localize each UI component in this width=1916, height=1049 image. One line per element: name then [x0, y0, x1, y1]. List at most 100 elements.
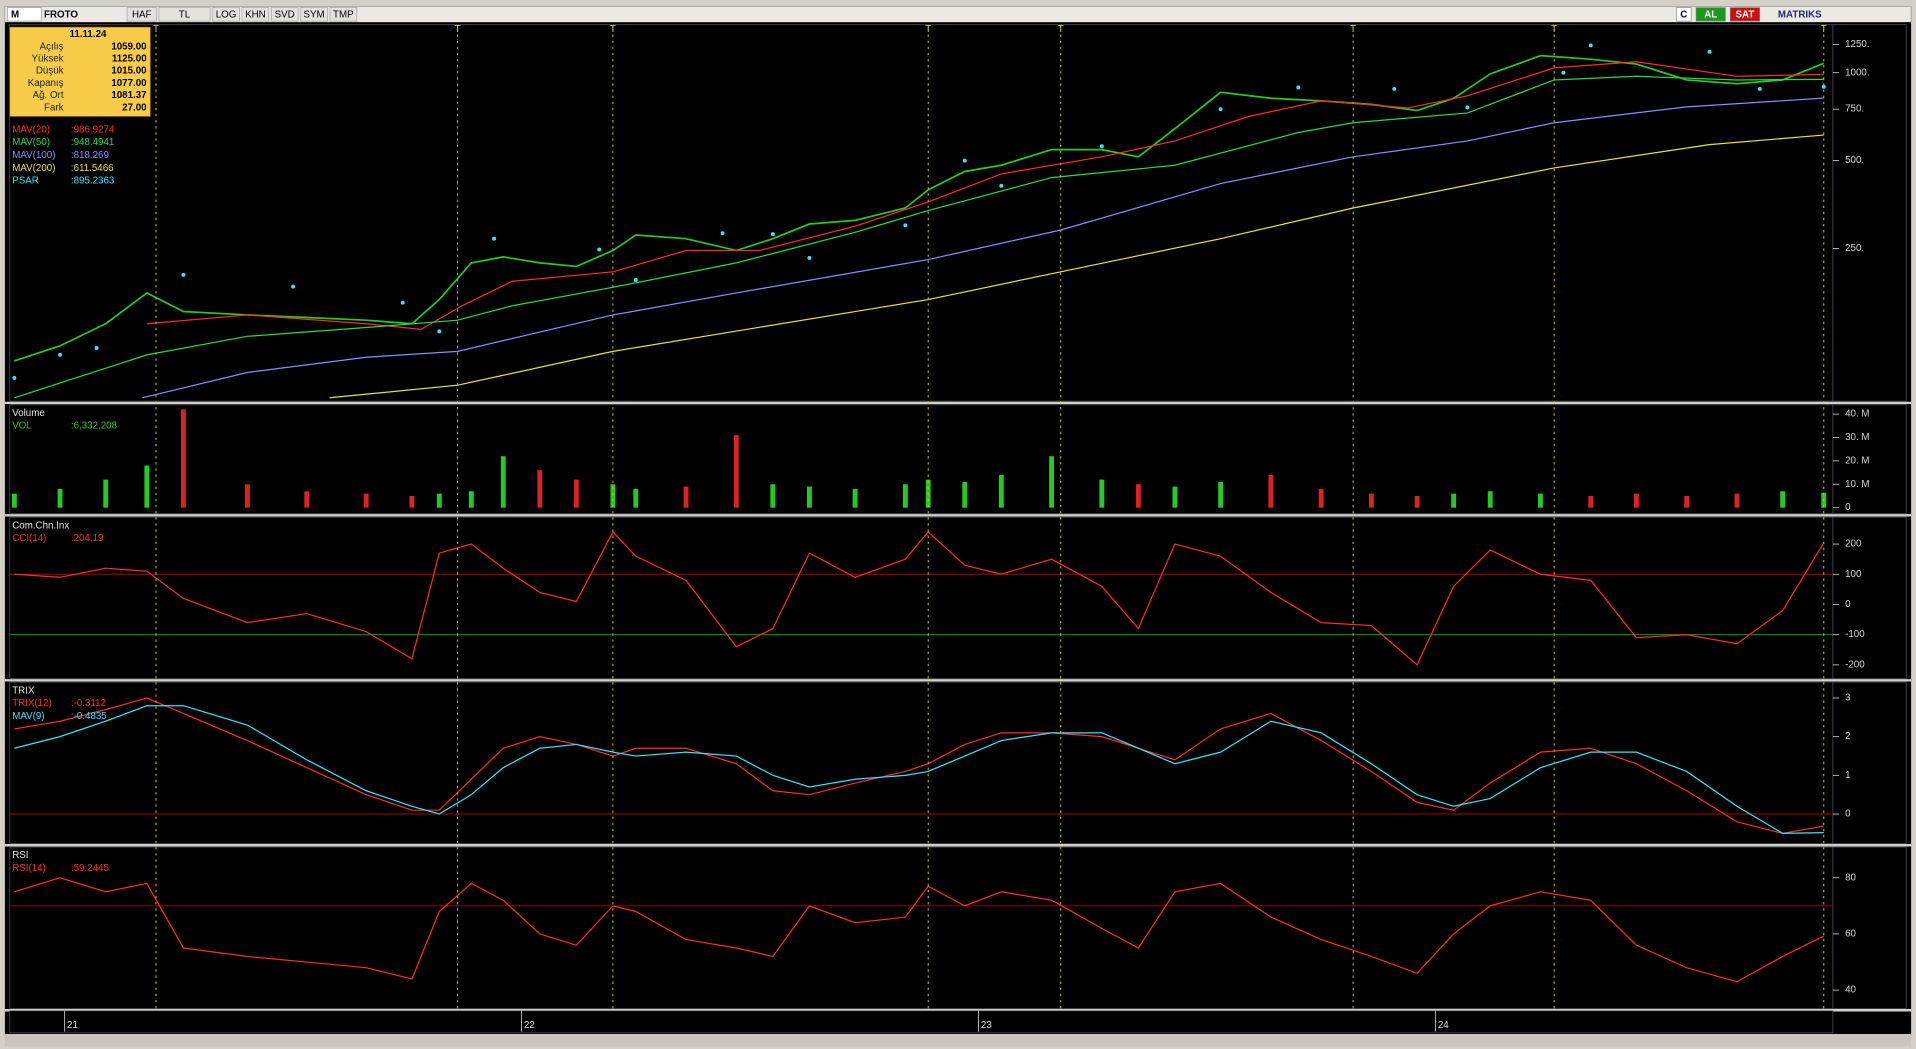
toolbar-button-label[interactable]: SYM: [303, 10, 324, 21]
toolbar-button[interactable]: [212, 7, 240, 22]
indicator-line: [14, 530, 1825, 666]
symbol: FROTO: [44, 10, 78, 21]
volume-bar: [806, 486, 812, 508]
event-label: T: [455, 24, 461, 35]
legend-name: RSI(14): [12, 863, 46, 874]
toolbar-button-label[interactable]: TMP: [333, 10, 354, 21]
panel-axis: [1832, 404, 1907, 514]
psar-dot: [1707, 49, 1712, 54]
info-value: 1015.00: [111, 66, 147, 77]
toolbar-button-label[interactable]: KHN: [245, 10, 266, 21]
psar-dot: [962, 158, 967, 163]
toolbar-button[interactable]: [158, 7, 211, 22]
info-box: [9, 26, 151, 117]
indicator-line: [142, 97, 1824, 399]
psar-dot: [400, 300, 405, 305]
event-label: T: [1551, 24, 1557, 35]
logo-box: [7, 7, 42, 22]
psar-dot: [437, 329, 442, 334]
y-tick-label: 30. M: [1845, 432, 1869, 443]
action-button[interactable]: [1729, 7, 1760, 22]
logo: M: [11, 10, 19, 21]
psar-dot: [1588, 43, 1593, 48]
y-tick-label: 10. M: [1845, 479, 1869, 490]
volume-bar: [1318, 488, 1324, 508]
legend-value: :204.19: [71, 533, 104, 544]
indicator-line: [14, 877, 1825, 983]
info-value: 1081.37: [111, 90, 146, 101]
panel-title: Volume: [12, 408, 45, 419]
volume-bar: [902, 484, 908, 508]
psar-dot: [58, 352, 62, 357]
y-tick-label: 3: [1845, 693, 1850, 704]
volume-bar: [244, 484, 250, 508]
action-button[interactable]: [1676, 7, 1692, 22]
volume-bar: [363, 493, 369, 508]
y-tick-label: 500.: [1845, 155, 1864, 166]
legend-value: :-0.3112: [71, 698, 106, 709]
toolbar-button[interactable]: [126, 7, 157, 22]
action-label[interactable]: SAT: [1736, 10, 1755, 21]
volume-bar: [144, 465, 150, 508]
panel-title: TRIX: [12, 685, 35, 696]
y-tick-label: 80: [1845, 872, 1856, 883]
y-tick-label: 40: [1845, 985, 1856, 996]
info-label: Ağ. Ort: [33, 90, 64, 101]
price-line: [14, 54, 1825, 362]
volume-bar: [633, 488, 639, 508]
info-label: Düşük: [36, 66, 64, 77]
panel-title: Com.Chn.Inx: [12, 520, 69, 531]
action-label[interactable]: C: [1680, 10, 1687, 21]
info-label: Kapanış: [28, 78, 64, 89]
legend-value: :6,332,208: [71, 421, 117, 432]
brand: MATRIKS: [1778, 10, 1822, 21]
psar-dot: [597, 247, 602, 252]
x-tick-label: 24: [1438, 1020, 1449, 1031]
volume-bar: [1734, 493, 1740, 508]
volume-bar: [537, 470, 543, 508]
legend-value: :818.269: [71, 150, 109, 161]
event-label: T: [1058, 24, 1064, 35]
psar-dot: [999, 183, 1004, 188]
toolbar-button[interactable]: [241, 7, 270, 22]
toolbar-button-label[interactable]: HAF: [132, 10, 152, 21]
toolbar-button[interactable]: [300, 7, 328, 22]
toolbar-button-label[interactable]: TL: [179, 10, 191, 21]
volume-bar: [1368, 493, 1374, 508]
legend-value: :611.5466: [71, 163, 114, 174]
legend-value: :895.2363: [71, 176, 114, 187]
psar-dot: [12, 376, 17, 380]
toolbar-button[interactable]: [270, 7, 299, 22]
toolbar-button-label[interactable]: SVD: [275, 10, 295, 21]
info-label: Açılış: [40, 41, 64, 52]
volume-bar: [304, 491, 310, 508]
x-tick-label: 23: [981, 1020, 992, 1031]
action-label[interactable]: AL: [1704, 10, 1717, 21]
indicator-line: [329, 134, 1824, 399]
panel: [9, 681, 1834, 844]
volume-bar: [57, 488, 63, 508]
info-label: Fark: [44, 102, 64, 113]
y-tick-label: 750.: [1845, 104, 1864, 115]
toolbar-button-label[interactable]: LOG: [216, 10, 237, 21]
panel: [9, 404, 1834, 514]
info-date: 11.11.24: [70, 29, 108, 40]
toolbar-button[interactable]: [329, 7, 358, 22]
event-label: T: [1821, 24, 1827, 35]
panel-axis: [1832, 516, 1907, 679]
info-value: 1125.00: [112, 54, 147, 65]
y-tick-label: 0: [1845, 502, 1851, 513]
action-button[interactable]: [1695, 7, 1726, 22]
y-tick-label: 60: [1845, 929, 1856, 940]
legend-name: TRIX(12): [12, 698, 52, 709]
psar-dot: [181, 272, 186, 277]
panel-axis: [1832, 846, 1907, 1009]
panel: [9, 516, 1834, 679]
volume-bar: [1218, 481, 1224, 508]
volume-bar: [998, 474, 1004, 508]
status-strip: [4, 1034, 1912, 1047]
volume-bar: [11, 493, 17, 508]
volume-bar: [1780, 491, 1786, 508]
psar-dot: [720, 231, 725, 236]
